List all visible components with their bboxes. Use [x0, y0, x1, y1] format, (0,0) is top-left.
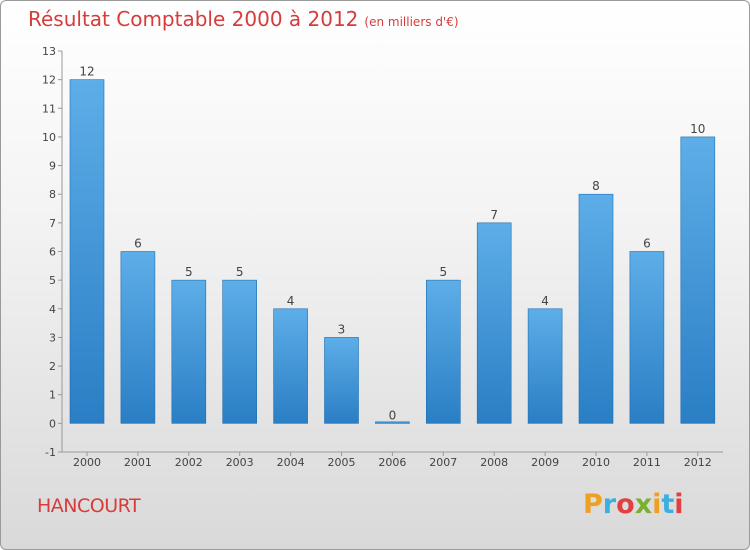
x-tick-label: 2002	[175, 456, 203, 469]
y-tick-label: 6	[49, 246, 56, 259]
logo-letter: i	[674, 489, 684, 520]
x-tick-label: 2007	[429, 456, 457, 469]
y-tick-label: 10	[42, 131, 56, 144]
bar	[222, 279, 257, 424]
data-label: 5	[439, 265, 447, 279]
logo-letter: o	[616, 489, 635, 520]
bar	[171, 279, 207, 424]
logo-letter: r	[602, 489, 617, 520]
x-tick-label: 2010	[582, 456, 610, 469]
proxiti-logo: Proxiti	[583, 489, 684, 520]
x-tick-label: 2009	[531, 456, 559, 469]
chart-title: Résultat Comptable 2000 à 2012 (en millie…	[28, 7, 459, 31]
data-label: 12	[79, 65, 94, 79]
bar	[680, 136, 716, 424]
bar	[273, 308, 308, 424]
chart-subtitle: (en milliers d'€)	[364, 15, 459, 29]
bar	[527, 308, 563, 424]
y-tick-label: 13	[42, 45, 56, 58]
y-tick-label: -1	[45, 446, 56, 459]
x-tick-label: 2000	[73, 456, 101, 469]
logo-letter: x	[634, 489, 653, 520]
x-tick-label: 2003	[226, 456, 254, 469]
data-label: 6	[134, 237, 142, 251]
y-tick-label: 8	[49, 188, 56, 201]
bar	[476, 222, 512, 424]
logo-letter: t	[661, 489, 675, 520]
y-tick-label: 12	[42, 74, 56, 87]
x-tick-label: 2005	[328, 456, 356, 469]
data-label: 4	[287, 294, 295, 308]
y-tick-label: 1	[49, 389, 56, 402]
x-tick-label: 2012	[684, 456, 712, 469]
y-tick-label: 11	[42, 102, 56, 115]
data-label: 6	[643, 237, 651, 251]
y-tick-label: 2	[49, 360, 56, 373]
bar	[324, 337, 359, 424]
data-label: 5	[185, 265, 193, 279]
x-tick-label: 2008	[480, 456, 508, 469]
logo-letter: P	[583, 489, 603, 520]
title-text: Résultat Comptable 2000 à 2012	[28, 7, 359, 31]
x-tick-label: 2001	[124, 456, 152, 469]
data-label: 8	[592, 179, 600, 193]
y-tick-label: 0	[49, 417, 56, 430]
logo-letter: i	[652, 489, 662, 520]
x-tick-label: 2011	[633, 456, 661, 469]
y-tick-label: 7	[49, 217, 56, 230]
y-tick-label: 3	[49, 331, 56, 344]
bar	[629, 251, 665, 424]
y-tick-label: 4	[49, 303, 56, 316]
bar	[375, 421, 410, 424]
data-label: 4	[541, 294, 549, 308]
data-label: 3	[338, 322, 346, 336]
y-tick-label: 9	[49, 160, 56, 173]
bar	[578, 193, 614, 424]
bar	[120, 251, 156, 424]
data-label: 0	[389, 408, 397, 422]
x-tick-label: 2006	[378, 456, 406, 469]
data-label: 10	[690, 122, 705, 136]
commune-name: HANCOURT	[37, 495, 141, 517]
bar	[69, 79, 105, 424]
data-label: 5	[236, 265, 244, 279]
bar	[425, 279, 461, 424]
data-label: 7	[490, 208, 498, 222]
y-tick-label: 5	[49, 274, 56, 287]
x-tick-label: 2004	[277, 456, 305, 469]
